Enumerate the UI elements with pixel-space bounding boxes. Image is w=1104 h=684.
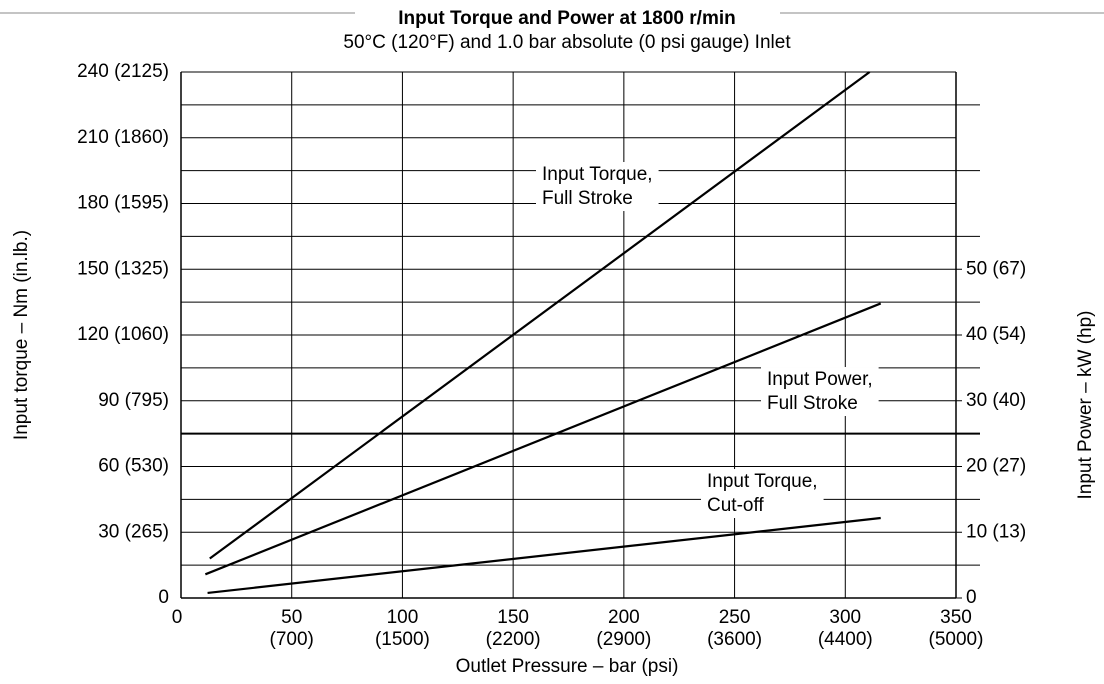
y-tick-label: 30 (265) <box>98 521 169 542</box>
series-label-text: Cut-off <box>707 495 764 516</box>
x-tick-label: (4400) <box>818 629 873 650</box>
series-label-text: Input Torque, <box>542 164 653 185</box>
series-label: Input Power, Full Stroke <box>761 367 879 417</box>
y2-tick-label: 30 (40) <box>966 390 1026 411</box>
x-tick-label: 100 <box>387 607 419 628</box>
x-tick-label: (1500) <box>375 629 430 650</box>
x-tick-label: 300 <box>829 607 861 628</box>
chart-subtitle: 50°C (120°F) and 1.0 bar absolute (0 psi… <box>343 32 791 53</box>
y-axis-label: Input torque – Nm (in.lb.) <box>11 230 32 440</box>
y2-tick-label: 20 (27) <box>966 456 1026 477</box>
series-label: Input Torque, Full Stroke <box>536 162 659 212</box>
y-tick-label: 60 (530) <box>98 456 169 477</box>
series-line <box>207 516 881 595</box>
chart-title: Input Torque and Power at 1800 r/min <box>398 8 735 29</box>
label-bg <box>536 162 659 212</box>
y-tick-label: 180 (1595) <box>77 193 169 214</box>
series-line <box>209 71 871 560</box>
y-tick-label: 0 <box>158 587 169 608</box>
x-tick-label: 0 <box>172 607 183 628</box>
x-tick-label: 350 <box>940 607 972 628</box>
y-tick-label: 90 (795) <box>98 390 169 411</box>
series-label-text: Full Stroke <box>542 188 633 209</box>
x-tick-label: (3600) <box>707 629 762 650</box>
x-tick-label: 250 <box>719 607 751 628</box>
series-label-text: Full Stroke <box>767 393 858 414</box>
y-tick-label: 240 (2125) <box>77 61 169 82</box>
y2-tick-label: 40 (54) <box>966 324 1026 345</box>
x-tick-label: (2200) <box>486 629 541 650</box>
x-tick-label: 50 <box>281 607 302 628</box>
y2-tick-label: 50 (67) <box>966 258 1026 279</box>
x-tick-label: (5000) <box>929 629 984 650</box>
y-tick-label: 210 (1860) <box>77 127 169 148</box>
series-label: Input Torque, Cut-off <box>701 469 824 519</box>
series-line <box>204 302 882 576</box>
y2-tick-label: 10 (13) <box>966 521 1026 542</box>
y2-tick-label: 0 <box>966 587 977 608</box>
series-label-text: Input Power, <box>767 369 873 390</box>
y-tick-label: 150 (1325) <box>77 258 169 279</box>
x-axis-label: Outlet Pressure – bar (psi) <box>456 656 679 677</box>
x-tick-label: 150 <box>497 607 529 628</box>
label-bg <box>701 469 824 519</box>
x-tick-label: (700) <box>270 629 314 650</box>
x-tick-label: (2900) <box>596 629 651 650</box>
x-tick-label: 200 <box>608 607 640 628</box>
label-bg <box>761 367 879 417</box>
y-tick-label: 120 (1060) <box>77 324 169 345</box>
title-bg <box>355 4 780 24</box>
series-label-text: Input Torque, <box>707 471 818 492</box>
y2-axis-label: Input Power – kW (hp) <box>1075 310 1096 499</box>
